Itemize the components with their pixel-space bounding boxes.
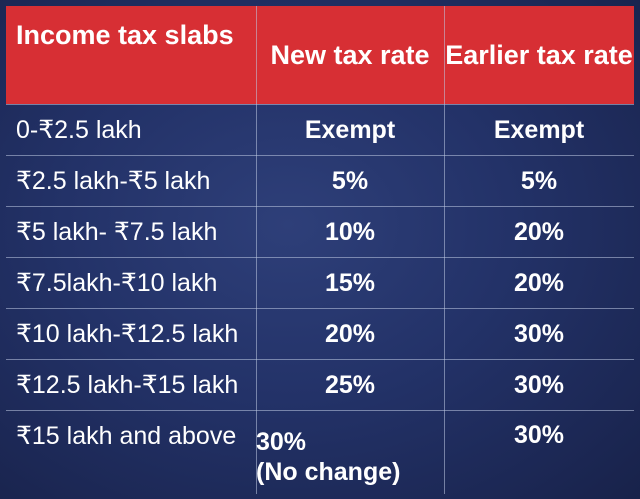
column-divider (444, 6, 445, 494)
new-rate-cell: 5% (331, 166, 369, 195)
table-row: 0-₹2.5 lakh Exempt Exempt (6, 104, 634, 155)
table-row: ₹12.5 lakh-₹15 lakh 25% 30% (6, 359, 634, 410)
slab-cell: ₹10 lakh-₹12.5 lakh (16, 320, 239, 348)
slab-cell: ₹12.5 lakh-₹15 lakh (16, 371, 239, 399)
slab-cell: ₹7.5lakh-₹10 lakh (16, 269, 218, 297)
table-row: ₹5 lakh- ₹7.5 lakh 10% 20% (6, 206, 634, 257)
new-rate-cell: Exempt (304, 115, 396, 144)
new-rate-cell: 30% (No change) (256, 411, 444, 492)
table-header: Income tax slabs New tax rate Earlier ta… (6, 6, 634, 104)
new-rate-cell: 25% (324, 370, 376, 399)
slab-cell: ₹5 lakh- ₹7.5 lakh (16, 218, 218, 246)
slab-cell: ₹2.5 lakh-₹5 lakh (16, 167, 211, 195)
earlier-rate-cell: 20% (513, 217, 565, 246)
new-rate-cell: 15% (324, 268, 376, 297)
earlier-rate-cell: 30% (513, 319, 565, 348)
new-rate-note: (No change) (256, 457, 401, 486)
new-rate-cell: 20% (324, 319, 376, 348)
header-new-tax-rate: New tax rate (270, 39, 430, 70)
new-rate-cell: 10% (324, 217, 376, 246)
header-income-tax-slabs: Income tax slabs (16, 20, 234, 50)
column-divider (256, 6, 257, 494)
tax-slab-table: Income tax slabs New tax rate Earlier ta… (6, 6, 634, 494)
earlier-rate-cell: Exempt (493, 115, 585, 144)
earlier-rate-cell: 30% (513, 370, 565, 399)
table-row: ₹7.5lakh-₹10 lakh 15% 20% (6, 257, 634, 308)
earlier-rate-cell: 30% (513, 421, 565, 449)
earlier-rate-cell: 5% (520, 166, 558, 195)
table-row: ₹10 lakh-₹12.5 lakh 20% 30% (6, 308, 634, 359)
slab-cell: 0-₹2.5 lakh (16, 116, 142, 144)
header-earlier-tax-rate: Earlier tax rate (445, 39, 633, 70)
slab-cell: ₹15 lakh and above (16, 422, 237, 450)
new-rate-value: 30% (256, 427, 307, 456)
table-row: ₹15 lakh and above 30% (No change) 30% (6, 410, 634, 492)
table-row: ₹2.5 lakh-₹5 lakh 5% 5% (6, 155, 634, 206)
earlier-rate-cell: 20% (513, 268, 565, 297)
